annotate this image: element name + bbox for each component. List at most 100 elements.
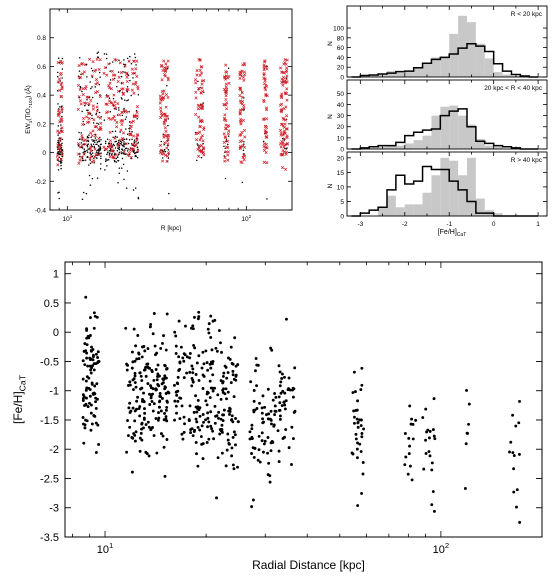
panel-label: 20 kpc < R < 40 kpc [484,85,543,92]
red-point [280,80,284,84]
data-point [128,383,132,387]
black-point [106,153,108,156]
red-point [132,134,136,138]
data-point [213,404,217,408]
red-point [165,114,169,118]
data-point [228,406,232,410]
red-point [125,79,129,84]
black-point [84,151,86,153]
black-point [100,138,102,141]
data-point [182,415,186,419]
data-point [131,378,135,382]
red-point [112,93,116,97]
black-point [118,167,121,169]
data-point [156,418,160,422]
red-point [166,95,170,99]
data-point [190,376,194,380]
data-point [178,361,182,365]
black-point [82,191,85,194]
data-point [200,442,204,446]
black-point [137,93,140,96]
black-point [83,123,86,126]
y-tick-label: 0 [53,327,59,339]
black-point [61,57,64,60]
red-point [224,150,228,154]
red-point [89,131,93,135]
black-point [87,156,89,158]
black-point [98,71,101,74]
data-point [163,374,167,378]
data-point [194,373,198,376]
data-point [84,388,88,392]
data-point [89,428,93,432]
red-point [158,97,163,101]
data-point [94,451,98,454]
red-point [224,91,228,95]
data-point [223,392,227,396]
data-point [283,375,286,379]
red-point [118,61,122,65]
black-point [196,143,199,145]
red-point [118,138,122,142]
data-point [92,362,96,366]
data-point [89,403,93,407]
data-point [213,386,217,390]
data-point [163,376,167,380]
black-point [96,157,98,159]
red-point [80,134,84,138]
red-point [223,113,227,117]
red-point [94,78,99,82]
data-point [152,402,156,406]
black-point [125,147,128,150]
red-point [224,97,228,102]
red-point [98,127,102,131]
black-point [125,138,128,140]
red-point [106,94,110,98]
data-point [142,426,145,430]
data-point [130,350,134,354]
red-point [98,116,102,120]
data-point [361,461,365,464]
red-point [114,153,118,157]
red-point [280,153,284,157]
red-point [132,59,136,63]
red-point [95,57,99,61]
black-point [166,67,169,70]
red-point [164,117,168,121]
black-point [116,150,119,152]
data-point [173,418,176,422]
data-point [89,316,92,320]
x-tick-label: 102 [241,214,251,223]
red-point [242,106,246,110]
data-point [206,327,210,331]
filled-bar [458,115,467,149]
red-point [285,98,289,102]
data-point [130,470,134,474]
black-point [92,140,94,142]
black-point [95,143,97,146]
data-point [261,417,265,421]
filled-bar [493,72,503,77]
data-point [188,370,192,374]
data-point [143,411,147,415]
black-point [126,150,129,152]
black-point [82,151,84,154]
black-point [58,191,60,193]
data-point [162,334,165,338]
data-point [209,410,213,414]
data-point [234,417,238,420]
data-point [173,399,177,403]
data-point [262,442,266,446]
red-point [262,65,266,69]
red-point [103,66,107,70]
red-point [94,152,98,157]
black-point [100,143,102,145]
filled-bar [404,204,414,216]
data-point [84,403,88,407]
data-point [143,407,146,411]
black-point [104,160,107,163]
black-point [112,97,115,100]
black-point [121,157,124,160]
data-point [163,411,167,415]
red-point [108,144,112,148]
